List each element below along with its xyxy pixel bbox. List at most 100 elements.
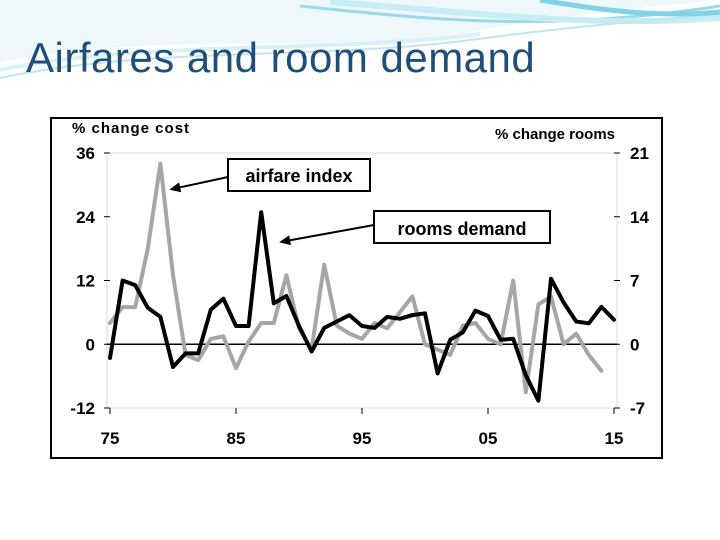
left-axis-title: % change cost bbox=[72, 120, 190, 137]
right-tick-label: 0 bbox=[630, 335, 639, 354]
airfare-index-line bbox=[108, 161, 604, 395]
rooms-point bbox=[121, 279, 124, 282]
rooms-point bbox=[298, 325, 300, 327]
airfare-point bbox=[575, 332, 577, 335]
airfare-point bbox=[222, 335, 225, 338]
x-tick-label: 85 bbox=[227, 429, 246, 448]
rooms-point bbox=[537, 399, 540, 402]
rooms-point bbox=[474, 309, 477, 312]
airfare-point bbox=[336, 324, 338, 327]
airfare-point bbox=[436, 348, 439, 351]
rooms-point bbox=[159, 316, 162, 318]
rooms-callout-label: rooms demand bbox=[397, 219, 526, 239]
rooms-point bbox=[285, 295, 288, 297]
airfare-point bbox=[525, 391, 527, 393]
rooms-point bbox=[210, 308, 212, 311]
airfare-point bbox=[197, 359, 199, 361]
x-tick-label: 05 bbox=[479, 429, 498, 448]
rooms-point bbox=[310, 350, 313, 353]
airfare-point bbox=[134, 306, 136, 308]
rooms-callout: rooms demand bbox=[279, 210, 551, 246]
rooms-point bbox=[449, 338, 452, 341]
x-tick-label: 95 bbox=[353, 429, 372, 448]
airfare-point bbox=[386, 327, 389, 330]
slide-title: Airfares and room demand bbox=[26, 34, 536, 81]
airfare-callout-arrow bbox=[179, 176, 229, 189]
rooms-point bbox=[525, 374, 527, 376]
right-tick-label: 21 bbox=[630, 144, 649, 163]
airfare-point bbox=[588, 354, 590, 356]
right-tick-label: 7 bbox=[630, 272, 639, 291]
right-axis: 21 14 7 0 -7 bbox=[614, 144, 649, 418]
rooms-point bbox=[235, 325, 237, 327]
airfare-callout: airfare index bbox=[169, 158, 371, 193]
rooms-point bbox=[487, 315, 489, 317]
x-tick-label: 15 bbox=[605, 429, 624, 448]
airfare-point bbox=[172, 274, 174, 276]
rooms-point bbox=[588, 322, 590, 325]
rooms-callout-arrowhead bbox=[279, 235, 291, 246]
rooms-point bbox=[386, 316, 389, 318]
airfare-callout-box bbox=[227, 158, 371, 192]
rooms-point bbox=[499, 338, 502, 341]
rooms-point bbox=[172, 366, 174, 368]
airfare-point bbox=[159, 162, 162, 165]
airfare-point bbox=[462, 324, 464, 327]
airfare-point bbox=[235, 367, 237, 369]
rooms-point bbox=[512, 338, 514, 340]
rooms-point bbox=[184, 352, 187, 355]
right-axis-title: % change rooms bbox=[495, 126, 615, 143]
rooms-point bbox=[323, 327, 326, 329]
rooms-point bbox=[273, 302, 275, 305]
airfare-point bbox=[424, 343, 426, 346]
airfare-point bbox=[411, 295, 414, 298]
airfare-point bbox=[474, 322, 477, 324]
rooms-point bbox=[600, 306, 603, 308]
rooms-point bbox=[361, 325, 363, 327]
rooms-callout-arrow bbox=[289, 224, 375, 242]
rooms-point bbox=[260, 211, 262, 213]
airfare-point bbox=[487, 338, 489, 340]
airfare-point bbox=[600, 370, 603, 372]
left-tick-label: 12 bbox=[76, 272, 95, 291]
right-tick-label: -7 bbox=[630, 399, 645, 418]
line-chart: % change cost % change rooms 3624120-12 … bbox=[70, 120, 649, 448]
airfare-callout-label: airfare index bbox=[245, 166, 352, 186]
rooms-point bbox=[550, 277, 552, 280]
chart-frame: % change cost % change rooms 36 24 12 0 -12 … bbox=[50, 117, 663, 459]
rooms-point bbox=[222, 297, 225, 300]
rooms-point bbox=[613, 318, 615, 321]
rooms-point bbox=[197, 352, 199, 355]
rooms-point bbox=[336, 320, 338, 323]
rooms-point bbox=[411, 314, 414, 316]
left-tick-label: -12 bbox=[70, 399, 95, 418]
rooms-point bbox=[247, 325, 250, 327]
airfare-point bbox=[537, 303, 540, 306]
airfare-point bbox=[323, 263, 326, 266]
airfare-point bbox=[449, 354, 452, 356]
airfare-callout-arrowhead bbox=[169, 182, 182, 193]
airfare-point bbox=[373, 322, 376, 324]
rooms-point bbox=[462, 331, 464, 334]
airfare-point bbox=[361, 338, 363, 340]
airfare-point bbox=[210, 338, 212, 340]
x-tick-label: 75 bbox=[101, 429, 120, 448]
airfare-point bbox=[247, 340, 250, 343]
airfare-point bbox=[512, 279, 514, 282]
left-tick-label: 24 bbox=[76, 208, 95, 227]
airfare-point bbox=[260, 322, 262, 324]
left-tick-label: 36 bbox=[76, 144, 95, 163]
airfare-point bbox=[109, 322, 111, 324]
right-tick-label: 14 bbox=[630, 208, 649, 227]
decorative-wave-header bbox=[0, 0, 720, 79]
rooms-point bbox=[436, 372, 439, 375]
airfare-point bbox=[499, 343, 502, 346]
rooms-point bbox=[562, 301, 565, 304]
airfare-point bbox=[147, 247, 149, 250]
airfare-point bbox=[348, 332, 351, 335]
airfare-point bbox=[273, 322, 275, 324]
rooms-point bbox=[424, 312, 426, 315]
rooms-callout-box bbox=[373, 210, 551, 244]
rooms-point bbox=[575, 320, 577, 323]
